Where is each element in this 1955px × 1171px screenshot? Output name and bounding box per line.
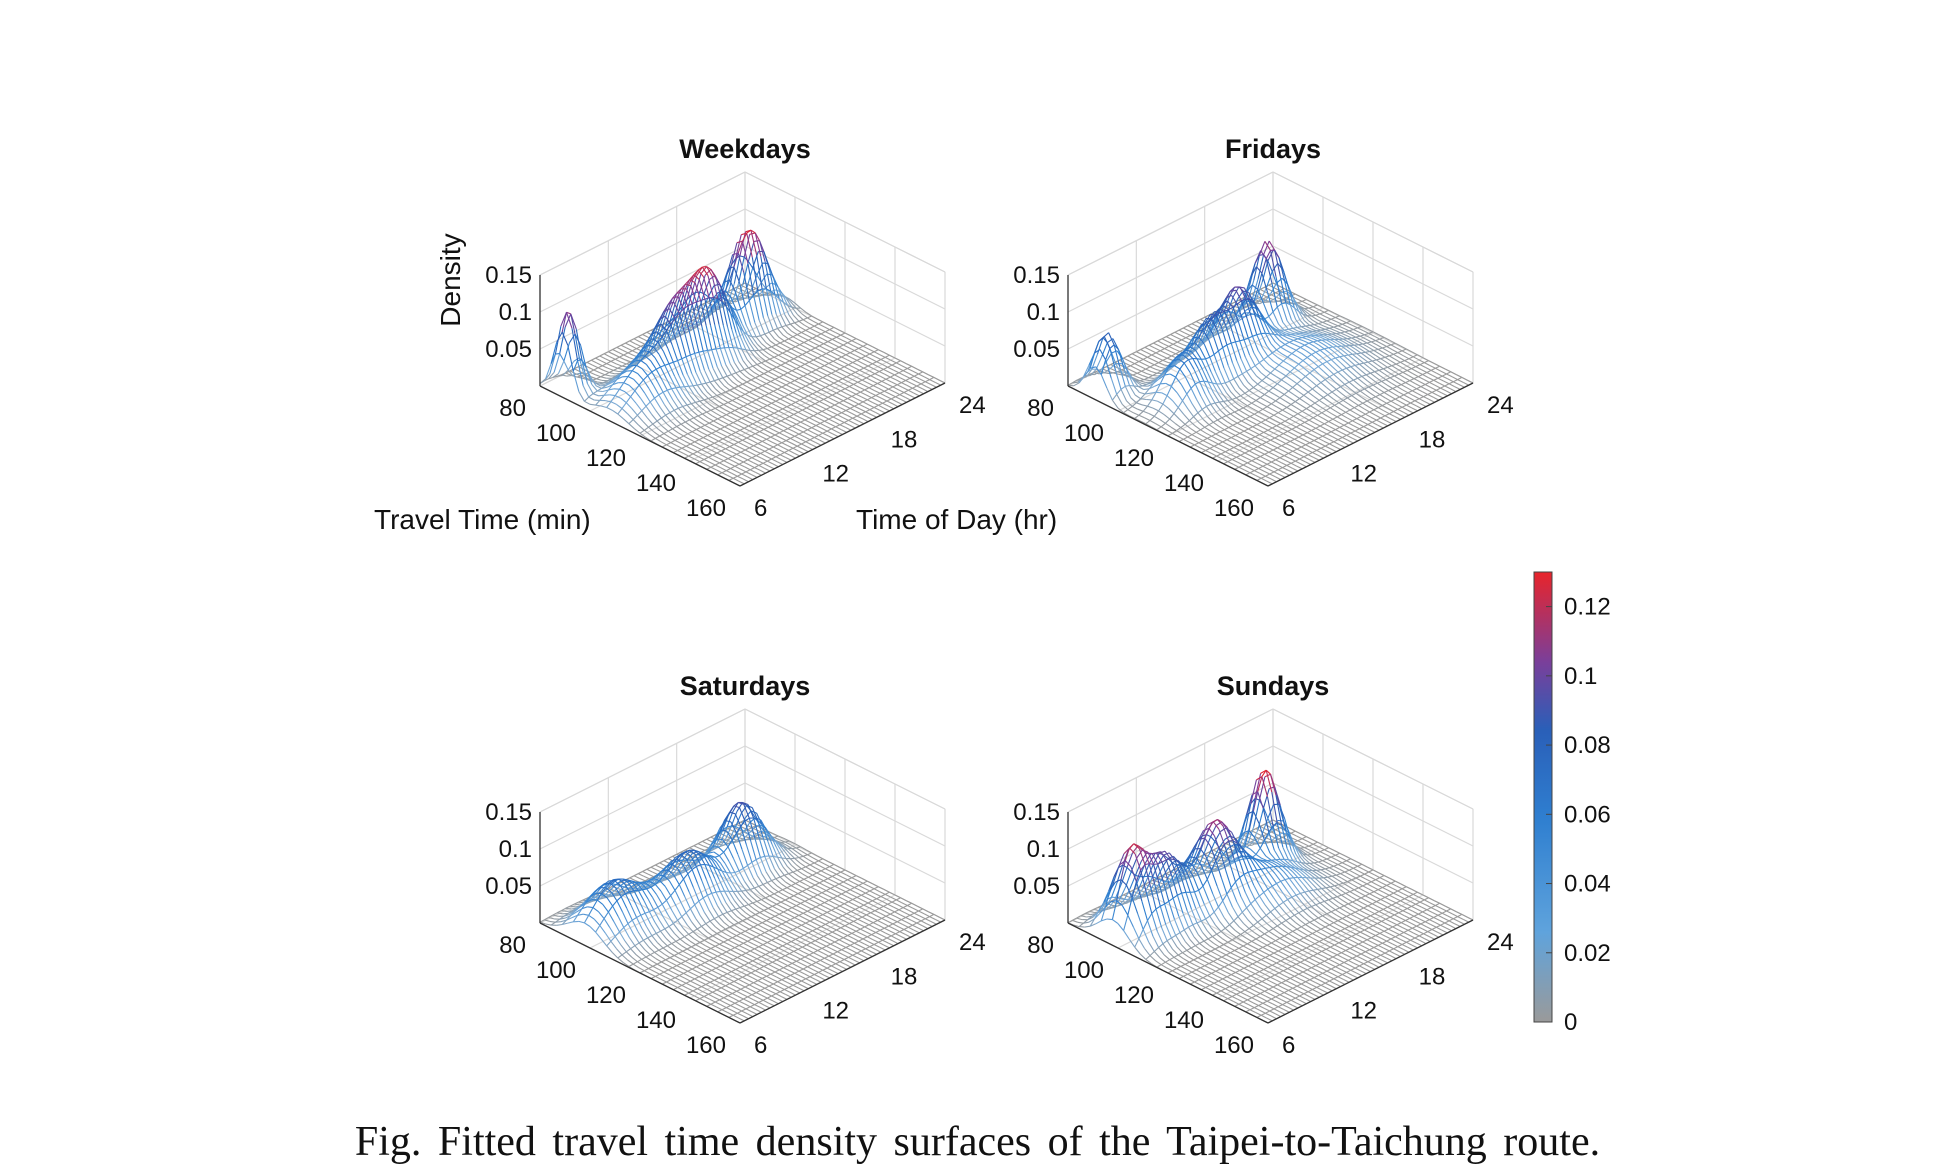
y-tick-label: 18 <box>891 963 918 990</box>
surface-panel-fridays: 80 100 120 140 160 6 12 18 24 0.05 0.1 0.15 Fridays <box>1013 134 1513 522</box>
x-tick-label: 160 <box>686 495 726 522</box>
y-tick-label: 6 <box>754 1032 767 1059</box>
z-tick-label: 0.05 <box>485 873 532 900</box>
colorbar-gradient <box>1533 571 1553 1023</box>
x-tick-label: 140 <box>1164 470 1204 497</box>
axis-lines <box>1067 812 1474 1024</box>
panel-title: Weekdays <box>679 134 811 164</box>
z-tick-label: 0.1 <box>1027 299 1060 326</box>
y-tick-label: 18 <box>1419 963 1446 990</box>
y-tick-label: 24 <box>1487 929 1514 956</box>
z-tick-label: 0.15 <box>485 799 532 826</box>
y-tick-label: 12 <box>1350 998 1377 1025</box>
surface-panel-sundays: 80 100 120 140 160 6 12 18 24 0.05 0.1 0.15 Sundays <box>1013 671 1513 1059</box>
y-axis-label: Time of Day (hr) <box>856 504 1057 535</box>
panel-title: Sundays <box>1217 671 1330 701</box>
surface-panel-saturdays: 80 100 120 140 160 6 12 18 24 0.05 0.1 0.15 Saturday… <box>485 671 985 1059</box>
axis-lines <box>1067 275 1474 487</box>
x-tick-label: 100 <box>1064 957 1104 984</box>
y-tick-label: 12 <box>1350 461 1377 488</box>
surface-mesh <box>1067 769 1474 1024</box>
x-tick-label: 160 <box>1214 495 1254 522</box>
x-axis-label: Travel Time (min) <box>374 504 591 535</box>
x-tick-label: 160 <box>686 1032 726 1059</box>
colorbar-tick-label: 0.08 <box>1564 732 1611 759</box>
colorbar-tick-label: 0.04 <box>1564 871 1611 898</box>
x-tick-label: 100 <box>536 957 576 984</box>
x-tick-label: 120 <box>586 982 626 1009</box>
x-tick-label: 100 <box>1064 420 1104 447</box>
colorbar-tick-label: 0.1 <box>1564 663 1597 690</box>
x-tick-label: 80 <box>1027 932 1054 959</box>
y-tick-label: 6 <box>754 495 767 522</box>
y-tick-label: 18 <box>1419 426 1446 453</box>
z-tick-label: 0.15 <box>485 262 532 289</box>
z-tick-label: 0.05 <box>1013 336 1060 363</box>
axis-lines <box>539 275 946 487</box>
z-tick-label: 0.1 <box>499 836 532 863</box>
y-tick-label: 24 <box>959 929 986 956</box>
y-tick-label: 6 <box>1282 495 1295 522</box>
colorbar-tick-label: 0.12 <box>1564 594 1611 621</box>
axes-box <box>1067 708 1474 1024</box>
surface-panel-weekdays: 80 100 120 140 160 6 12 18 24 0.05 0.1 0.15 Weekdays <box>485 134 985 522</box>
figure-caption: Fig. Fitted travel time density surfaces… <box>354 1119 1601 1165</box>
y-tick-label: 12 <box>822 461 849 488</box>
x-tick-label: 120 <box>1114 982 1154 1009</box>
x-tick-label: 160 <box>1214 1032 1254 1059</box>
x-tick-label: 140 <box>636 470 676 497</box>
surface-mesh <box>1067 240 1474 487</box>
x-tick-label: 80 <box>499 932 526 959</box>
colorbar: 0 0.02 0.04 0.06 0.08 0.1 0.12 <box>1533 571 1611 1036</box>
x-tick-label: 140 <box>1164 1007 1204 1034</box>
x-tick-label: 80 <box>1027 395 1054 422</box>
z-tick-label: 0.05 <box>485 336 532 363</box>
colorbar-tick-label: 0.06 <box>1564 801 1611 828</box>
z-tick-label: 0.1 <box>1027 836 1060 863</box>
axis-lines <box>539 812 946 1024</box>
x-tick-label: 80 <box>499 395 526 422</box>
y-tick-label: 18 <box>891 426 918 453</box>
z-tick-label: 0.05 <box>1013 873 1060 900</box>
z-tick-label: 0.1 <box>499 299 532 326</box>
y-tick-label: 24 <box>1487 392 1514 419</box>
panel-title: Saturdays <box>680 671 811 701</box>
x-tick-label: 100 <box>536 420 576 447</box>
x-tick-label: 140 <box>636 1007 676 1034</box>
colorbar-tick-label: 0 <box>1564 1009 1577 1036</box>
z-tick-label: 0.15 <box>1013 262 1060 289</box>
y-tick-label: 24 <box>959 392 986 419</box>
x-tick-label: 120 <box>586 445 626 472</box>
colorbar-tick-label: 0.02 <box>1564 940 1611 967</box>
y-tick-label: 6 <box>1282 1032 1295 1059</box>
y-tick-label: 12 <box>822 998 849 1025</box>
z-axis-label: Density <box>435 233 466 326</box>
panel-title: Fridays <box>1225 134 1321 164</box>
x-tick-label: 120 <box>1114 445 1154 472</box>
z-tick-label: 0.15 <box>1013 799 1060 826</box>
